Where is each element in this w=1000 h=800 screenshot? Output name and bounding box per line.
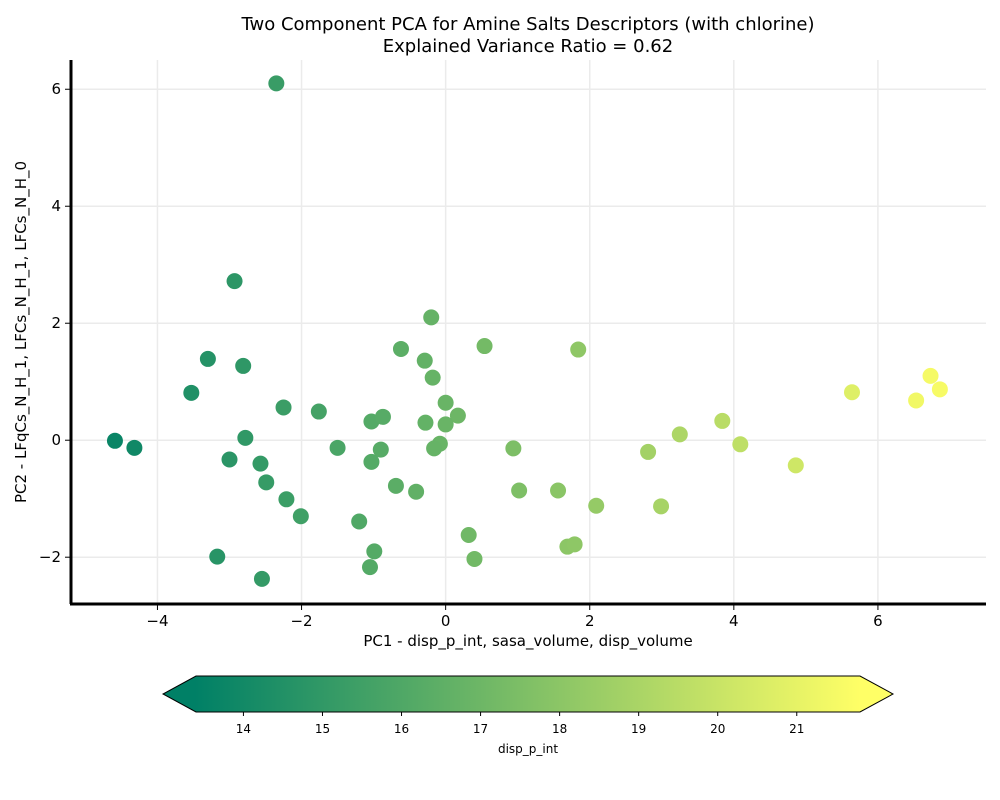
data-point bbox=[437, 416, 454, 433]
data-point bbox=[275, 399, 292, 416]
colorbar-gradient bbox=[195, 676, 861, 712]
data-point bbox=[226, 273, 243, 290]
data-point bbox=[253, 570, 270, 587]
data-point bbox=[550, 482, 567, 499]
y-tick-label: 2 bbox=[51, 314, 61, 332]
data-point bbox=[671, 426, 688, 443]
x-tick-label: 0 bbox=[441, 612, 451, 630]
data-point bbox=[843, 384, 860, 401]
data-point bbox=[237, 429, 254, 446]
data-point bbox=[252, 455, 269, 472]
data-point bbox=[361, 559, 378, 576]
data-point bbox=[423, 309, 440, 326]
chart-title-line2: Explained Variance Ratio = 0.62 bbox=[383, 36, 673, 57]
data-point bbox=[922, 367, 939, 384]
data-point bbox=[278, 491, 295, 508]
data-point bbox=[505, 440, 522, 457]
colorbar-tick-label: 17 bbox=[473, 722, 488, 736]
data-point bbox=[183, 384, 200, 401]
colorbar-min-extend bbox=[163, 676, 196, 712]
data-point bbox=[387, 477, 404, 494]
data-point bbox=[221, 451, 238, 468]
x-tick-label: −4 bbox=[146, 612, 168, 630]
x-axis-ticks: −4 −2 0 2 4 6 bbox=[146, 604, 883, 630]
data-point bbox=[372, 441, 389, 458]
data-point bbox=[476, 338, 493, 355]
x-tick-label: 6 bbox=[873, 612, 883, 630]
y-tick-label: 6 bbox=[51, 80, 61, 98]
x-tick-label: 4 bbox=[729, 612, 739, 630]
data-point bbox=[640, 443, 657, 460]
colorbar-tick-label: 14 bbox=[236, 722, 251, 736]
colorbar-tick-label: 16 bbox=[394, 722, 409, 736]
data-point bbox=[363, 453, 380, 470]
data-point bbox=[714, 412, 731, 429]
colorbar-outline bbox=[161, 675, 895, 713]
data-point bbox=[374, 408, 391, 425]
x-tick-label: 2 bbox=[585, 612, 595, 630]
data-point bbox=[126, 439, 143, 456]
y-axis-label: PC2 - LFqCs_N_H_1, LFCs_N_H_1, LFCs_N_H_… bbox=[12, 161, 31, 503]
data-point bbox=[566, 536, 583, 553]
data-point bbox=[366, 543, 383, 560]
data-point bbox=[235, 357, 252, 374]
data-point bbox=[424, 369, 441, 386]
data-point bbox=[511, 482, 528, 499]
colorbar-label: disp_p_int bbox=[498, 742, 558, 756]
data-point bbox=[392, 340, 409, 357]
data-point bbox=[466, 550, 483, 567]
colorbar-tick-label: 19 bbox=[631, 722, 646, 736]
chart-title-line1: Two Component PCA for Amine Salts Descri… bbox=[240, 14, 814, 35]
data-point bbox=[292, 508, 309, 525]
data-point bbox=[931, 381, 948, 398]
colorbar: 14 15 16 17 18 19 20 21 disp_p_int bbox=[161, 675, 895, 756]
data-point bbox=[199, 350, 216, 367]
data-point bbox=[908, 392, 925, 409]
data-point bbox=[653, 498, 670, 515]
colorbar-tick-label: 21 bbox=[789, 722, 804, 736]
data-point bbox=[417, 414, 434, 431]
data-point bbox=[209, 548, 226, 565]
colorbar-tick-label: 18 bbox=[552, 722, 567, 736]
data-point bbox=[408, 483, 425, 500]
y-tick-label: 0 bbox=[51, 431, 61, 449]
data-point bbox=[437, 394, 454, 411]
data-point bbox=[787, 457, 804, 474]
data-point bbox=[329, 439, 346, 456]
colorbar-ticks: 14 15 16 17 18 19 20 21 bbox=[236, 712, 804, 736]
data-point bbox=[426, 440, 443, 457]
colorbar-max-extend bbox=[860, 676, 893, 712]
x-tick-label: −2 bbox=[290, 612, 312, 630]
data-point bbox=[449, 407, 466, 424]
data-point bbox=[106, 432, 123, 449]
y-tick-label: 4 bbox=[51, 197, 61, 215]
data-point bbox=[268, 75, 285, 92]
data-point bbox=[460, 526, 477, 543]
y-tick-label: −2 bbox=[39, 548, 61, 566]
data-point bbox=[570, 341, 587, 358]
scatter-points bbox=[106, 75, 948, 587]
data-point bbox=[588, 497, 605, 514]
colorbar-tick-label: 20 bbox=[710, 722, 725, 736]
data-point bbox=[416, 352, 433, 369]
data-point bbox=[732, 436, 749, 453]
grid-lines bbox=[71, 60, 986, 604]
y-axis-ticks: −2 0 2 4 6 bbox=[39, 80, 71, 566]
data-point bbox=[258, 474, 275, 491]
x-axis-label: PC1 - disp_p_int, sasa_volume, disp_volu… bbox=[363, 632, 692, 651]
colorbar-tick-label: 15 bbox=[315, 722, 330, 736]
data-point bbox=[310, 403, 327, 420]
data-point bbox=[351, 513, 368, 530]
